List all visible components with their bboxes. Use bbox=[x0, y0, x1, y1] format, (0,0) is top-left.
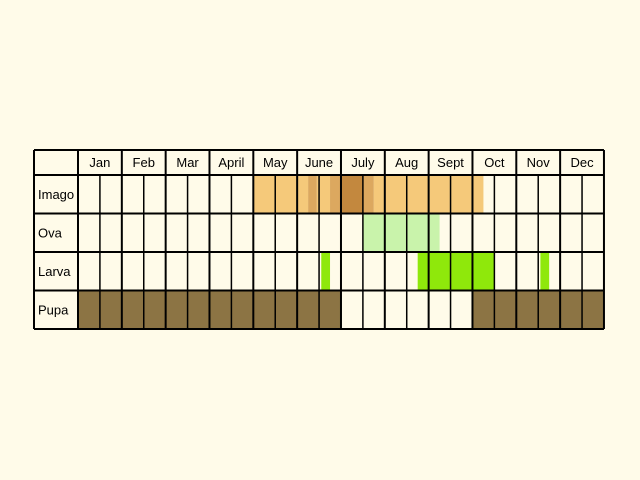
activity-bar-imago-1 bbox=[308, 175, 317, 214]
month-label-sept: Sept bbox=[437, 155, 464, 170]
activity-bar-ova-0 bbox=[362, 213, 440, 252]
activity-bar-imago-3 bbox=[330, 175, 341, 214]
row-label-imago: Imago bbox=[38, 187, 74, 202]
activity-bar-imago-5 bbox=[362, 175, 374, 214]
month-label-june: June bbox=[305, 155, 333, 170]
activity-bar-larva-0 bbox=[321, 252, 331, 291]
month-label-may: May bbox=[263, 155, 288, 170]
activity-bar-imago-4 bbox=[340, 175, 363, 214]
activity-bar-imago-2 bbox=[316, 175, 331, 214]
month-label-feb: Feb bbox=[133, 155, 155, 170]
table-labels: Jan Feb Mar April May June July Aug Sept Oct Nov De… bbox=[38, 155, 594, 317]
row-label-larva: Larva bbox=[38, 264, 71, 279]
month-label-dec: Dec bbox=[570, 155, 594, 170]
row-label-ova: Ova bbox=[38, 225, 63, 240]
activity-bar-larva-2 bbox=[540, 252, 550, 291]
activity-bar-imago-0 bbox=[253, 175, 309, 214]
month-label-aug: Aug bbox=[395, 155, 418, 170]
row-label-pupa: Pupa bbox=[38, 302, 69, 317]
month-label-jan: Jan bbox=[89, 155, 110, 170]
month-label-april: April bbox=[218, 155, 244, 170]
month-label-july: July bbox=[351, 155, 375, 170]
month-label-oct: Oct bbox=[484, 155, 505, 170]
table-grid bbox=[33, 149, 605, 330]
month-label-mar: Mar bbox=[176, 155, 199, 170]
month-label-nov: Nov bbox=[527, 155, 551, 170]
activity-bar-larva-1 bbox=[417, 252, 495, 291]
